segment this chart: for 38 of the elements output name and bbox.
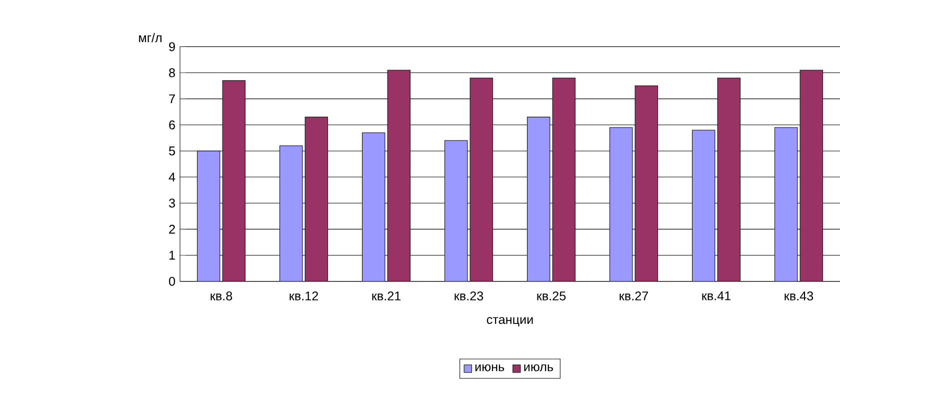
y-tick-label: 8 <box>169 68 175 78</box>
bar <box>387 70 411 282</box>
y-tick-label: 1 <box>169 250 175 260</box>
y-tick-label: 3 <box>168 198 175 208</box>
y-tick-label: 5 <box>169 146 176 156</box>
y-axis-title: мг/л <box>139 32 162 42</box>
x-tick-label: кв.25 <box>537 291 566 300</box>
bar <box>774 127 798 282</box>
x-tick-label: кв.23 <box>454 291 484 300</box>
y-tick-label: 2 <box>169 224 175 234</box>
bar <box>526 116 550 282</box>
bar <box>717 78 741 282</box>
bar <box>634 85 658 282</box>
legend-label: июль <box>524 364 554 372</box>
x-tick-label: кв.27 <box>620 291 648 300</box>
legend-label: июнь <box>475 364 504 372</box>
y-tick-label: 6 <box>169 120 175 130</box>
bar <box>470 78 494 282</box>
bar <box>800 70 824 282</box>
y-tick-label: 7 <box>169 94 175 104</box>
bar <box>279 145 303 282</box>
y-tick-label: 9 <box>169 42 175 51</box>
bar <box>692 130 716 282</box>
y-tick-label: 0 <box>169 276 176 286</box>
x-tick-label: кв.21 <box>372 291 401 300</box>
bar <box>222 80 246 282</box>
x-tick-label: кв.8 <box>210 291 232 300</box>
x-tick-label: кв.41 <box>702 291 731 300</box>
bar <box>444 140 468 282</box>
bar <box>304 116 328 282</box>
x-tick-label: кв.12 <box>290 291 318 300</box>
x-tick-label: кв.43 <box>784 291 814 300</box>
y-tick-label: 4 <box>168 172 176 182</box>
bar <box>362 132 386 282</box>
x-axis-title: станции <box>486 316 533 326</box>
bar <box>196 150 220 282</box>
bar <box>552 78 576 282</box>
bar <box>609 127 633 282</box>
